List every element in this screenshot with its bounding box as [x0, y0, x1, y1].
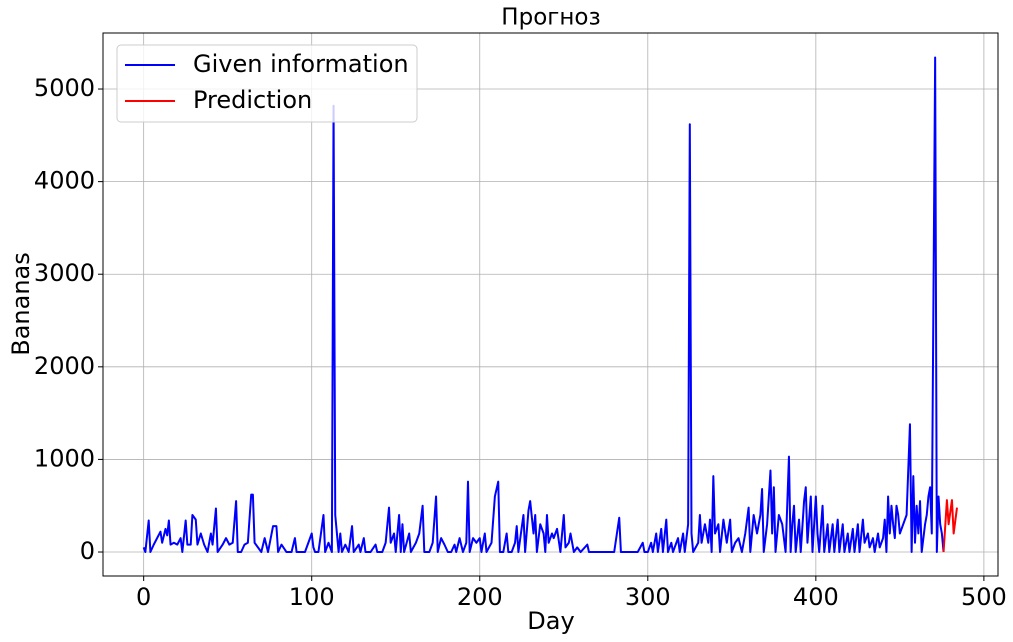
- line-series: [942, 499, 958, 553]
- legend-label: Given information: [193, 50, 409, 78]
- x-tick-label: 0: [136, 583, 151, 611]
- x-tick-label: 300: [625, 583, 671, 611]
- line-series: [142, 56, 945, 554]
- plot-frame: [102, 32, 999, 577]
- chart-title: Прогноз: [501, 5, 600, 31]
- x-tick-label: 500: [961, 583, 1007, 611]
- y-tick-label: 3000: [34, 259, 95, 287]
- y-tick-label: 1000: [34, 444, 95, 472]
- x-axis-label: Day: [527, 607, 574, 635]
- y-tick-label: 4000: [34, 167, 95, 195]
- x-tick-label: 400: [793, 583, 839, 611]
- y-tick-label: 0: [80, 537, 95, 565]
- x-tick-label: 100: [289, 583, 335, 611]
- y-tick-label: 5000: [34, 74, 95, 102]
- legend-box: [116, 44, 418, 123]
- y-axis-label: Bananas: [7, 252, 35, 356]
- x-tick-label: 200: [457, 583, 503, 611]
- legend-label: Prediction: [193, 86, 312, 114]
- y-tick-label: 2000: [34, 352, 95, 380]
